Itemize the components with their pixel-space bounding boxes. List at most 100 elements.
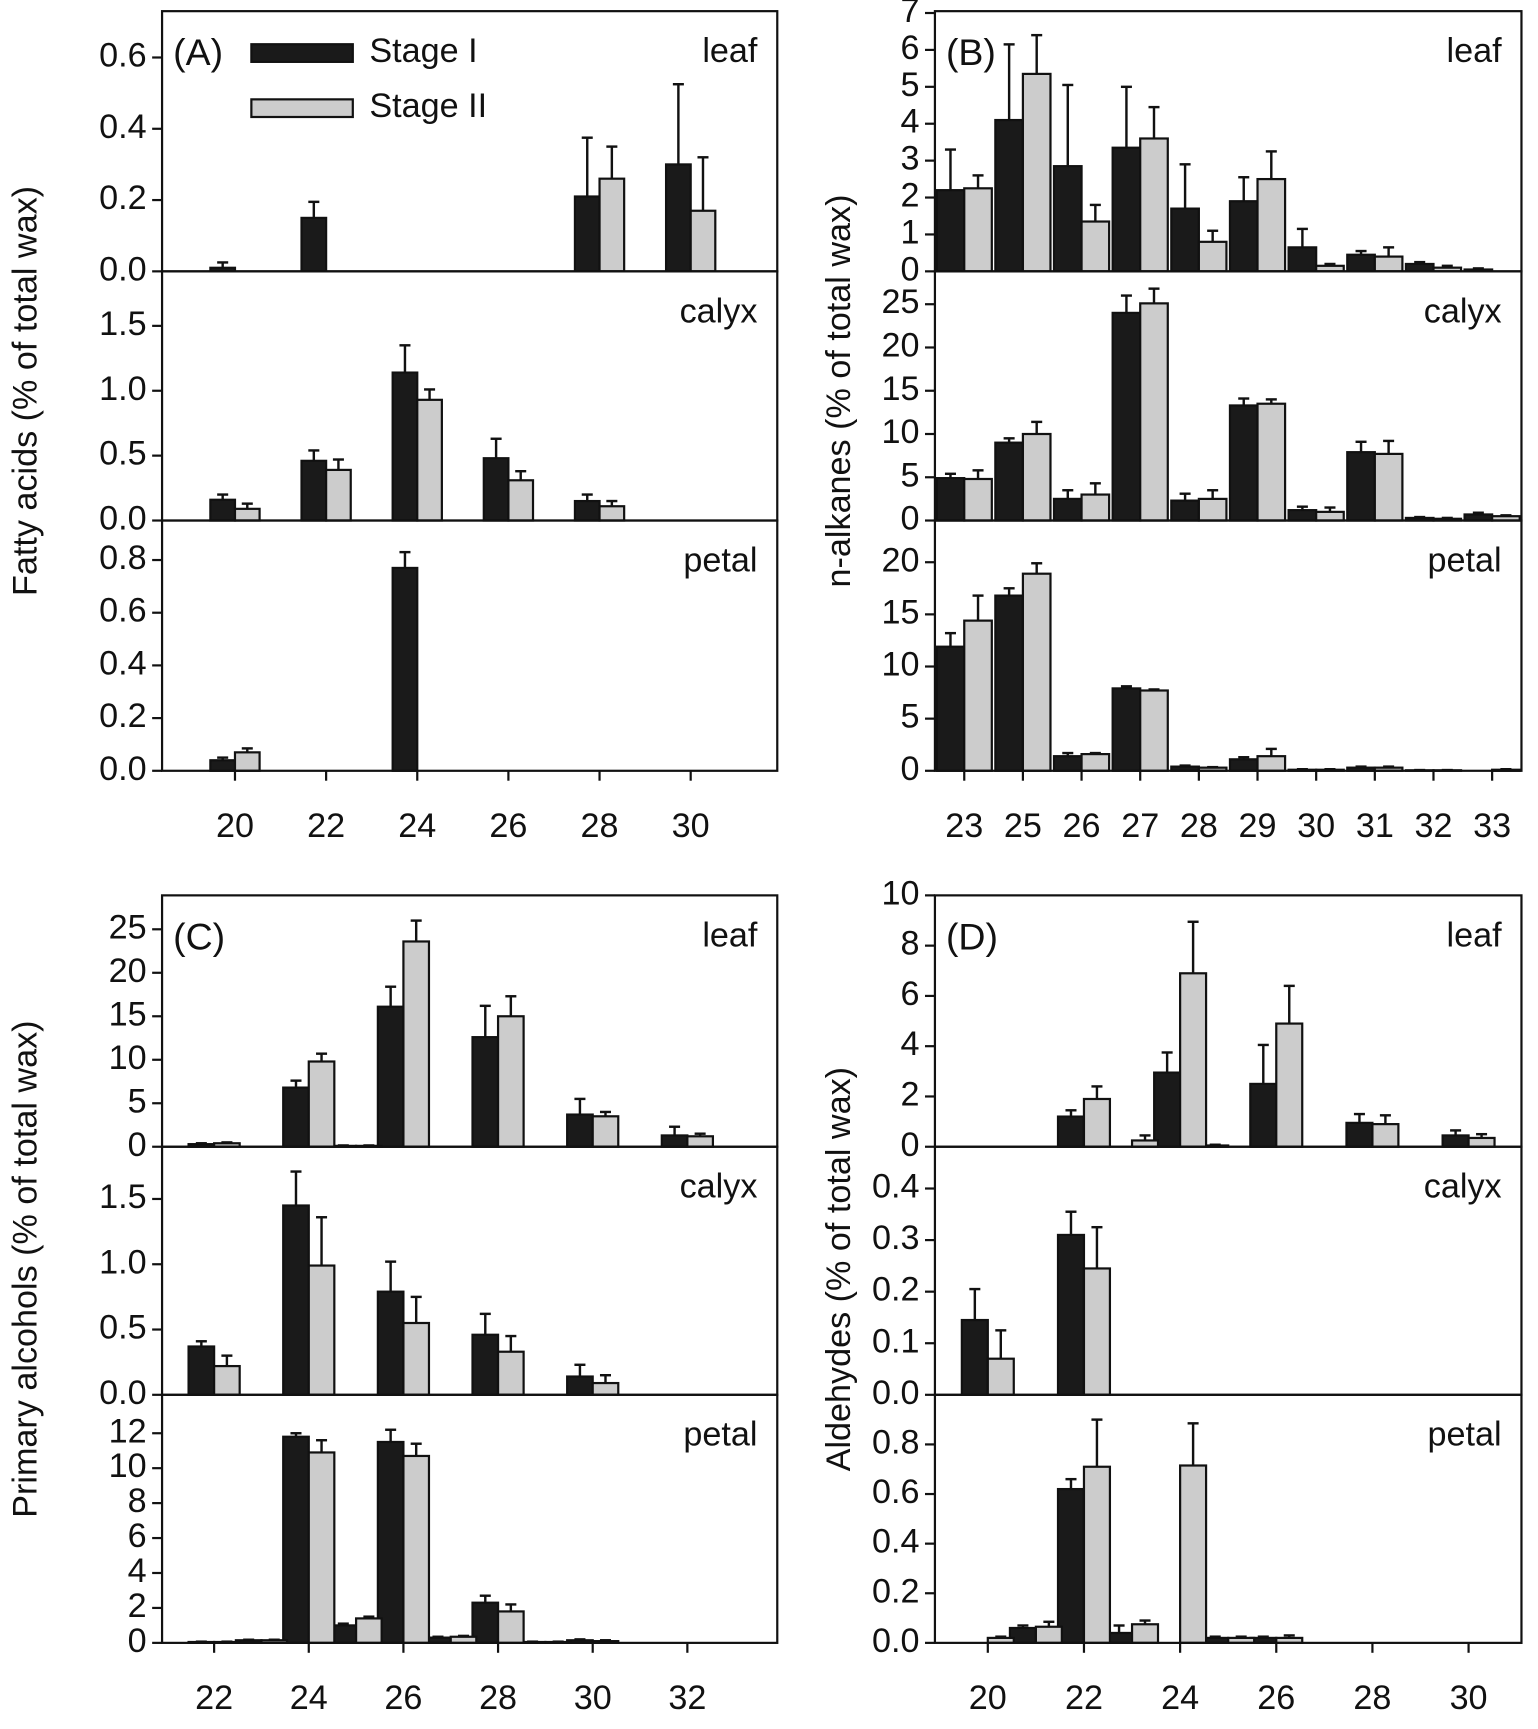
bar [1345,1121,1374,1148]
bar [1275,1022,1304,1148]
y-tick-label: 12 [109,1412,147,1450]
bar [402,1321,431,1396]
y-tick-label: 1 [900,213,919,251]
panel-label: (A) [173,31,223,73]
y-tick-label: 0.4 [99,108,146,146]
subplot-label: leaf [1447,32,1503,70]
bar [986,1357,1015,1396]
y-tick-label: 0.4 [99,644,146,682]
bar [1170,207,1200,273]
y-tick-label: 6 [900,975,919,1013]
bar [963,187,993,273]
y-tick-label: 25 [881,283,919,321]
x-tick-label: 30 [1450,1679,1488,1717]
y-tick-label: 15 [109,995,147,1033]
bar [209,498,237,522]
y-tick-label: 1.5 [99,1178,146,1216]
bar [1256,177,1287,273]
y-tick-label: 0.5 [99,1309,146,1347]
bar [660,1134,689,1148]
bar [598,505,626,522]
x-tick-label: 26 [384,1679,422,1717]
panel-label: (D) [946,915,998,957]
bar [1153,1071,1182,1148]
bar [566,1375,594,1396]
bar [573,499,601,522]
y-tick-label: 8 [128,1482,147,1520]
bar [1441,1134,1470,1148]
bar [1056,1115,1086,1148]
axes-frame [160,1393,779,1644]
bar [1080,752,1111,772]
y-tick-label: 5 [900,698,919,736]
bar [1111,146,1142,273]
subplot-label: calyx [1424,292,1502,330]
bar [566,1113,594,1148]
axes-frame [933,894,1523,1148]
x-tick-label: 24 [1161,1679,1199,1717]
bar [1287,509,1318,522]
legend-label: Stage I [369,32,477,70]
bar [376,1005,405,1148]
y-tick-label: 6 [128,1517,147,1555]
y-tick-label: 15 [881,593,919,631]
y-tick-label: 0.6 [99,592,146,630]
subplot-label: calyx [680,292,758,330]
bar [416,398,443,522]
bar [1139,689,1169,772]
y-tick-label: 0.4 [872,1523,919,1561]
bar [573,195,601,273]
y-tick-label: 0.0 [99,500,146,538]
y-tick-label: 4 [128,1552,147,1590]
y-tick-label: 0.0 [99,750,146,788]
bar [1082,1097,1112,1148]
y-tick-label: 7 [900,0,919,30]
bar [213,1364,241,1396]
axes-frame [933,519,1523,772]
bar [1346,253,1376,273]
legend-swatch [250,43,354,63]
bar [1130,1623,1160,1644]
bar [689,209,717,273]
bar [1139,302,1169,522]
bar [1373,452,1404,522]
y-axis-label: n-alkanes (% of total wax) [820,194,858,587]
y-tick-label: 0.2 [99,697,146,735]
bar [1467,1136,1496,1148]
bar [376,1440,405,1644]
bar [354,1617,383,1644]
y-tick-label: 5 [128,1082,147,1120]
bar [471,1333,500,1396]
bar [1179,1464,1208,1644]
bar [1056,1487,1086,1644]
x-tick-label: 27 [1121,807,1159,845]
subplot-label: petal [1428,541,1502,579]
bar [963,619,993,772]
bar [209,759,237,772]
bar [1197,240,1228,273]
x-tick-label: 24 [290,1679,328,1717]
bar [1287,246,1318,273]
bar [994,118,1025,273]
bar [1315,510,1345,522]
bar [376,1290,405,1396]
bar [1052,755,1083,772]
y-axis-label: Fatty acids (% of total wax) [7,186,45,596]
y-tick-label: 20 [109,952,147,990]
y-tick-label: 4 [900,103,919,141]
bar [496,1610,525,1644]
y-tick-label: 20 [881,327,919,365]
bar [1052,165,1083,273]
y-tick-label: 1.5 [99,305,146,343]
y-axis-label: Aldehydes (% of total wax) [820,1067,858,1471]
bar [282,1435,310,1644]
x-tick-label: 22 [1065,1679,1103,1717]
y-tick-label: 0.8 [872,1423,919,1461]
bar [307,1451,336,1644]
bar [1021,72,1052,273]
bar [1111,311,1142,522]
subplot-label: calyx [680,1168,758,1206]
y-tick-label: 0 [900,500,919,538]
bar [1228,758,1259,772]
